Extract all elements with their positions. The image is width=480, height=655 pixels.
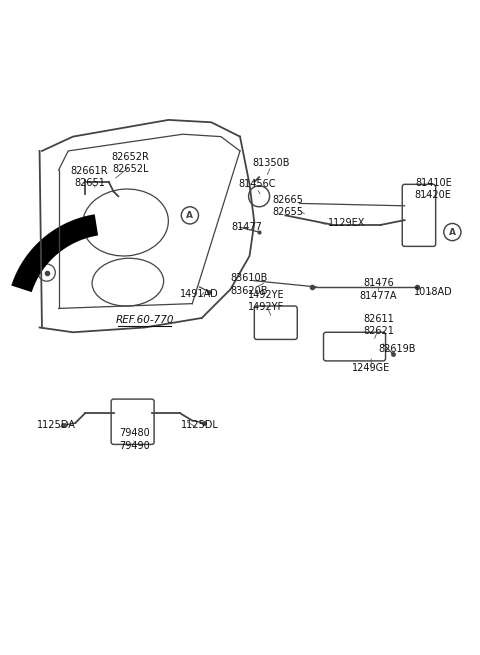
Text: 79480
79490: 79480 79490 (120, 428, 150, 451)
Text: 1129EX: 1129EX (328, 217, 366, 227)
Text: 82619B: 82619B (379, 344, 416, 354)
Text: 82665
82655: 82665 82655 (272, 195, 303, 217)
Text: 81477: 81477 (232, 222, 263, 233)
Text: REF.60-770: REF.60-770 (115, 315, 174, 326)
Text: A: A (186, 211, 193, 220)
Text: 81476
81477A: 81476 81477A (360, 278, 397, 301)
Text: 82611
82621: 82611 82621 (363, 314, 394, 336)
Text: 1018AD: 1018AD (414, 287, 453, 297)
Polygon shape (12, 214, 98, 292)
Text: 1125DL: 1125DL (180, 421, 218, 430)
Text: 82652R
82652L: 82652R 82652L (111, 152, 149, 174)
Text: 81456C: 81456C (238, 179, 276, 189)
Text: 1249GE: 1249GE (352, 363, 390, 373)
Text: 81350B: 81350B (252, 158, 290, 168)
Text: 1125DA: 1125DA (37, 421, 76, 430)
Text: 83610B
83620B: 83610B 83620B (231, 273, 268, 296)
Text: A: A (449, 227, 456, 236)
Text: 1492YE
1492YF: 1492YE 1492YF (248, 290, 285, 312)
Text: 81410E
81420E: 81410E 81420E (415, 178, 452, 200)
Text: 1491AD: 1491AD (180, 289, 219, 299)
Text: 82661R
82651: 82661R 82651 (71, 166, 108, 189)
